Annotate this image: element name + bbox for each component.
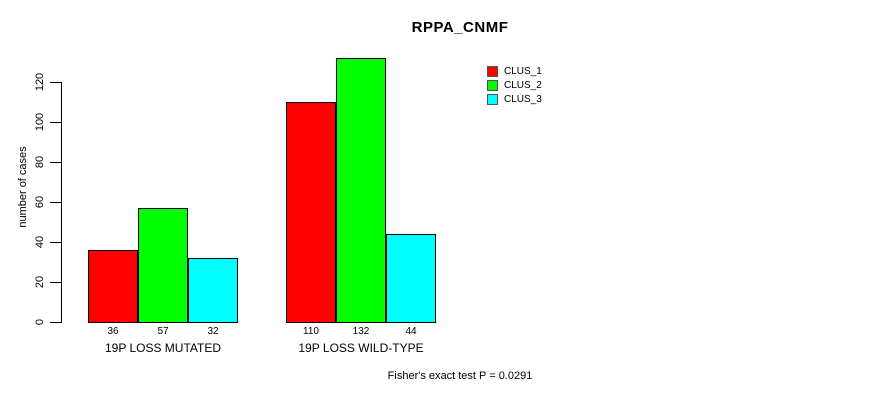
bar-clus_1-1 bbox=[88, 250, 138, 323]
bar-clus_1-2 bbox=[286, 102, 336, 323]
legend-item-label: CLUS_2 bbox=[504, 79, 542, 91]
y-axis-tick-label: 40 bbox=[34, 235, 46, 249]
y-axis-tick bbox=[50, 162, 62, 163]
y-axis-tick bbox=[50, 242, 62, 243]
y-axis-label: number of cases bbox=[17, 146, 29, 228]
category-label: 19P LOSS WILD-TYPE bbox=[298, 341, 424, 355]
bar-value-label: 110 bbox=[303, 326, 319, 337]
y-axis-tick-label: 0 bbox=[34, 318, 46, 326]
bar-clus_3-2 bbox=[386, 234, 436, 323]
y-axis-tick-label: 20 bbox=[34, 275, 46, 289]
bar-value-label: 36 bbox=[107, 326, 119, 337]
chart-title: RPPA_CNMF bbox=[411, 19, 509, 36]
legend-color-swatch bbox=[487, 93, 498, 105]
legend-item-clus_2: CLUS_2 bbox=[487, 78, 542, 92]
legend-color-swatch bbox=[487, 65, 498, 77]
y-axis-tick-label: 120 bbox=[34, 72, 46, 92]
y-axis-tick-label: 100 bbox=[34, 112, 46, 132]
legend-item-label: CLUS_1 bbox=[504, 65, 542, 77]
y-axis-tick bbox=[50, 122, 62, 123]
bar-clus_2-2 bbox=[336, 58, 386, 323]
bar-clus_3-1 bbox=[188, 258, 238, 323]
category-label: 19P LOSS MUTATED bbox=[104, 341, 222, 355]
bar-value-label: 132 bbox=[352, 326, 370, 337]
annotation-text: Fisher's exact test P = 0.0291 bbox=[387, 370, 533, 382]
y-axis-tick bbox=[50, 282, 62, 283]
legend: CLUS_1 CLUS_2 CLUS_3 bbox=[487, 64, 542, 106]
y-axis-tick bbox=[50, 82, 62, 83]
y-axis-tick-label: 80 bbox=[34, 155, 46, 169]
bar-value-label: 32 bbox=[207, 326, 219, 337]
bar-value-label: 44 bbox=[405, 326, 417, 337]
bar-value-label: 57 bbox=[157, 326, 169, 337]
y-axis-tick bbox=[50, 322, 62, 323]
y-axis-tick-label: 60 bbox=[34, 195, 46, 209]
legend-item-clus_1: CLUS_1 bbox=[487, 64, 542, 78]
legend-item-label: CLUS_3 bbox=[504, 93, 542, 105]
legend-item-clus_3: CLUS_3 bbox=[487, 92, 542, 106]
bar-clus_2-1 bbox=[138, 208, 188, 323]
legend-color-swatch bbox=[487, 79, 498, 91]
y-axis-tick bbox=[50, 202, 62, 203]
